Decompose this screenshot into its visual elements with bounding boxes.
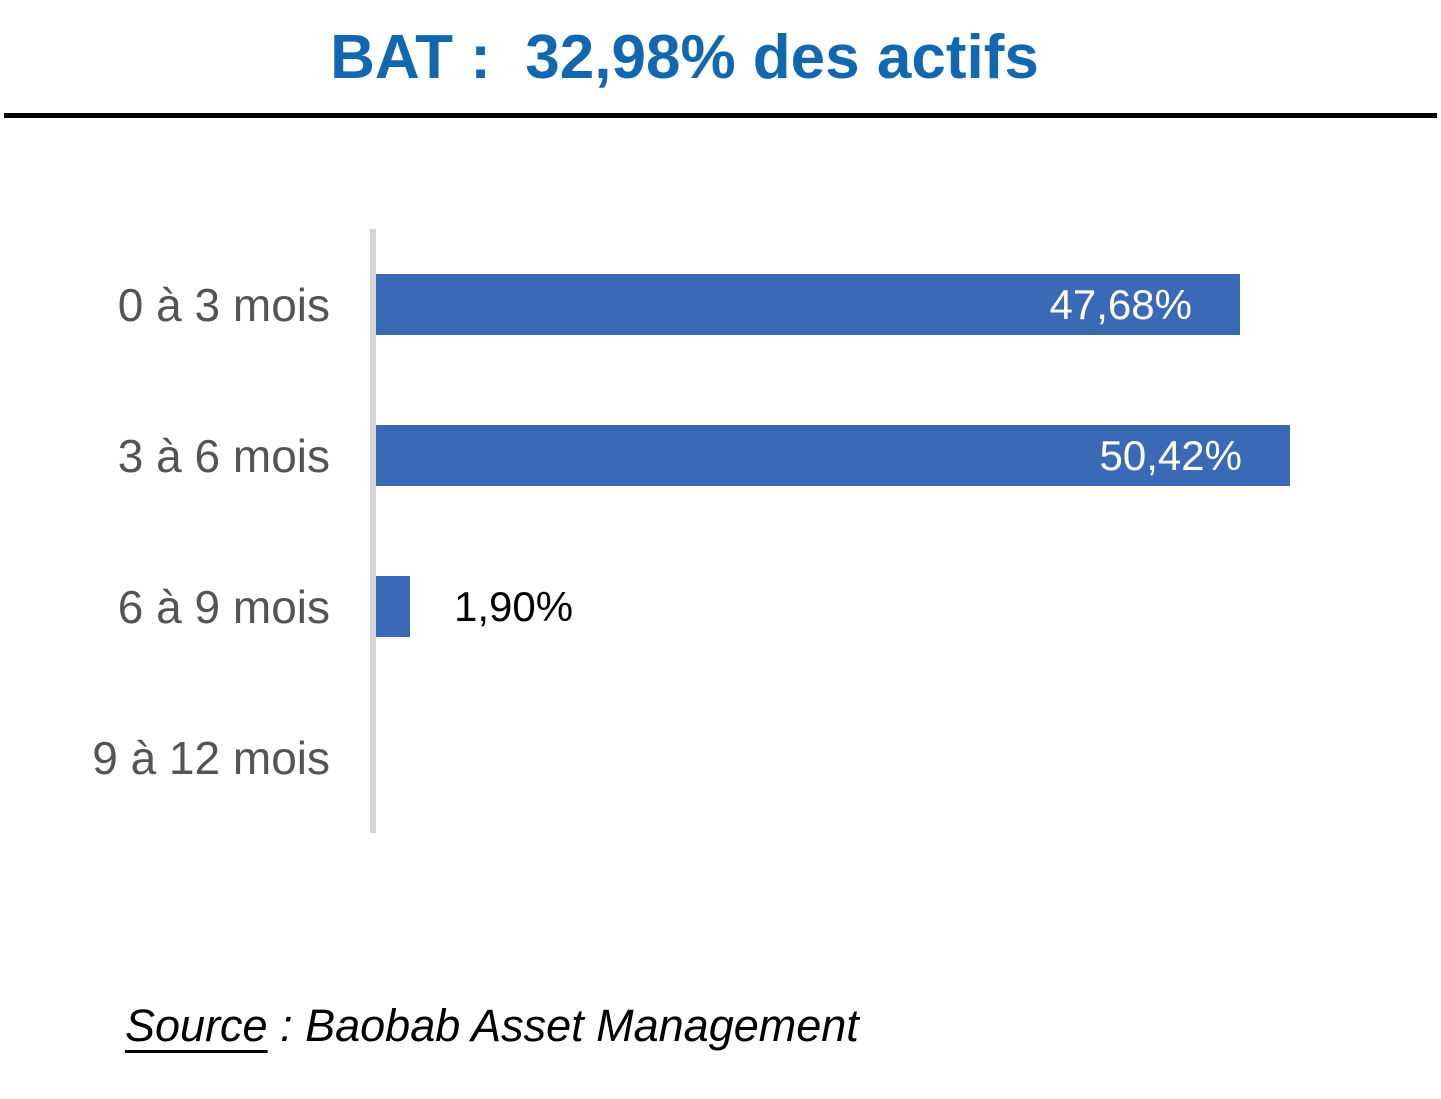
bar-value-label: 1,90% [454, 583, 574, 630]
source-note: Source : Baobab Asset Management [125, 1000, 859, 1052]
chart-row: 9 à 12 mois [0, 682, 1441, 833]
chart-row: 6 à 9 mois 1,90% [0, 531, 1441, 682]
bar: 47,68% [376, 274, 1240, 335]
category-label: 3 à 6 mois [117, 429, 330, 482]
bar-chart: 0 à 3 mois 47,68% 3 à 6 mois 50,42% 6 à 9 mo… [0, 229, 1441, 833]
chart-row: 0 à 3 mois 47,68% [0, 229, 1441, 380]
category-label: 9 à 12 mois [92, 731, 330, 784]
source-label: Source [125, 1000, 268, 1051]
bar-value-label: 47,68% [1049, 281, 1192, 328]
chart-row: 3 à 6 mois 50,42% [0, 380, 1441, 531]
source-name: Baobab Asset Management [305, 1000, 859, 1051]
category-label: 0 à 3 mois [117, 278, 330, 331]
bar-value-label: 50,42% [1099, 432, 1242, 479]
bar: 50,42% [376, 425, 1290, 486]
source-separator: : [267, 1000, 306, 1051]
bar [376, 576, 410, 637]
category-label: 6 à 9 mois [117, 580, 330, 633]
y-axis-line [370, 229, 376, 833]
title-divider [4, 113, 1437, 118]
chart-title: BAT : 32,98% des actifs [330, 23, 1039, 92]
